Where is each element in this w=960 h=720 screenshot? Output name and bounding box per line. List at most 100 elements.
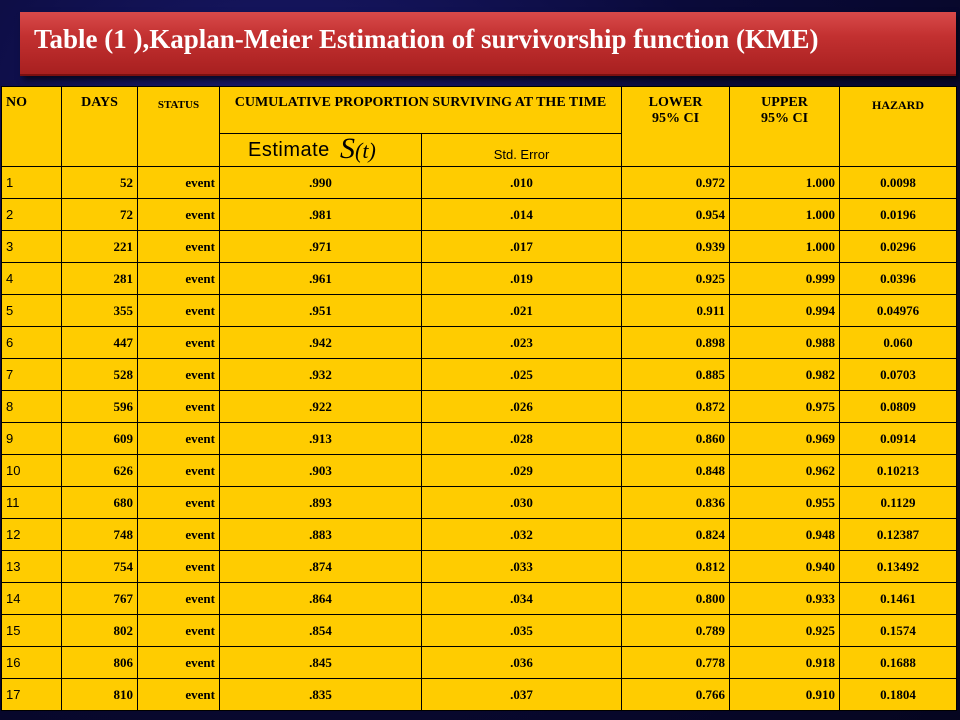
cell-hazard: 0.0098	[839, 166, 957, 199]
subheader-row: Estimate ^S(t) Std. Error	[2, 133, 957, 167]
cell-upper-ci: 0.975	[729, 390, 840, 423]
cell-hazard: 0.13492	[839, 550, 957, 583]
table-row: 4 281 event .961.019 0.925 0.999 0.0396	[1, 262, 957, 295]
cell-std-error: .014	[421, 198, 622, 231]
cell-upper-ci: 0.918	[729, 646, 840, 679]
cell-lower-ci: 0.885	[621, 358, 730, 391]
cell-days: 528	[61, 358, 138, 391]
survival-function-symbol: ^S(t)	[334, 135, 376, 166]
cell-no: 5	[1, 294, 62, 327]
table-row: 5 355 event .951.021 0.911 0.994 0.04976	[1, 294, 957, 327]
cell-lower-ci: 0.848	[621, 454, 730, 487]
cell-upper-ci: 0.910	[729, 678, 840, 711]
table-row: 3 221 event .971.017 0.939 1.000 0.0296	[1, 230, 957, 263]
cell-upper-ci: 0.955	[729, 486, 840, 519]
header-lower-ci: LOWER 95% CI	[621, 86, 730, 167]
cell-std-error: .037	[421, 678, 622, 711]
cell-lower-ci: 0.789	[621, 614, 730, 647]
cell-hazard: 0.1129	[839, 486, 957, 519]
cell-days: 802	[61, 614, 138, 647]
cell-estimate: .883	[219, 518, 422, 551]
cell-lower-ci: 0.824	[621, 518, 730, 551]
cell-lower-ci: 0.925	[621, 262, 730, 295]
cell-hazard: 0.12387	[839, 518, 957, 551]
table-row: 11 680 event .893.030 0.836 0.955 0.1129	[1, 486, 957, 519]
table-row: 17 810 event .835.037 0.766 0.910 0.1804	[1, 678, 957, 711]
cell-no: 1	[1, 166, 62, 199]
table-row: 9 609 event .913.028 0.860 0.969 0.0914	[1, 422, 957, 455]
cell-no: 8	[1, 390, 62, 423]
cell-days: 748	[61, 518, 138, 551]
table-row: 12 748 event .883.032 0.824 0.948 0.12387	[1, 518, 957, 551]
cell-upper-ci: 0.940	[729, 550, 840, 583]
table-row: 1 52 event .990.010 0.972 1.000 0.0098	[1, 166, 957, 199]
cell-std-error: .010	[421, 166, 622, 199]
cell-status: event	[137, 198, 220, 231]
cell-hazard: 0.0196	[839, 198, 957, 231]
cell-hazard: 0.1804	[839, 678, 957, 711]
header-status: STATUS	[137, 86, 220, 167]
cell-days: 680	[61, 486, 138, 519]
table-row: 16 806 event .845.036 0.778 0.918 0.1688	[1, 646, 957, 679]
cell-hazard: 0.0296	[839, 230, 957, 263]
header-std-error: Std. Error	[421, 133, 622, 167]
cell-no: 12	[1, 518, 62, 551]
page-title: Table (1 ),Kaplan-Meier Estimation of su…	[34, 24, 819, 54]
cell-std-error: .025	[421, 358, 622, 391]
table-row: 10 626 event .903.029 0.848 0.962 0.10213	[1, 454, 957, 487]
cell-estimate: .854	[219, 614, 422, 647]
cell-status: event	[137, 550, 220, 583]
cell-upper-ci: 0.969	[729, 422, 840, 455]
cell-lower-ci: 0.766	[621, 678, 730, 711]
cell-std-error: .028	[421, 422, 622, 455]
cell-lower-ci: 0.860	[621, 422, 730, 455]
header-days: DAYS	[61, 86, 138, 167]
cell-lower-ci: 0.898	[621, 326, 730, 359]
cell-status: event	[137, 486, 220, 519]
cell-hazard: 0.0703	[839, 358, 957, 391]
cell-lower-ci: 0.911	[621, 294, 730, 327]
cell-status: event	[137, 390, 220, 423]
cell-status: event	[137, 678, 220, 711]
cell-estimate: .845	[219, 646, 422, 679]
cell-days: 596	[61, 390, 138, 423]
cell-estimate: .835	[219, 678, 422, 711]
cell-std-error: .034	[421, 582, 622, 615]
cell-days: 447	[61, 326, 138, 359]
cell-no: 2	[1, 198, 62, 231]
cell-no: 13	[1, 550, 62, 583]
cell-hazard: 0.060	[839, 326, 957, 359]
cell-std-error: .032	[421, 518, 622, 551]
cell-upper-ci: 0.933	[729, 582, 840, 615]
kme-table: NO DAYS STATUS CUMULATIVE PROPORTION SUR…	[1, 86, 957, 711]
cell-std-error: .023	[421, 326, 622, 359]
cell-upper-ci: 0.982	[729, 358, 840, 391]
cell-estimate: .922	[219, 390, 422, 423]
cell-estimate: .942	[219, 326, 422, 359]
table-row: 2 72 event .981.014 0.954 1.000 0.0196	[1, 198, 957, 231]
cell-upper-ci: 0.994	[729, 294, 840, 327]
cell-estimate: .903	[219, 454, 422, 487]
cell-estimate: .874	[219, 550, 422, 583]
cell-status: event	[137, 646, 220, 679]
cell-no: 6	[1, 326, 62, 359]
cell-hazard: 0.1574	[839, 614, 957, 647]
cell-days: 626	[61, 454, 138, 487]
cell-std-error: .033	[421, 550, 622, 583]
cell-days: 806	[61, 646, 138, 679]
cell-std-error: .029	[421, 454, 622, 487]
cell-hazard: 0.1461	[839, 582, 957, 615]
cell-days: 281	[61, 262, 138, 295]
cell-status: event	[137, 454, 220, 487]
cell-hazard: 0.0914	[839, 422, 957, 455]
cell-status: event	[137, 326, 220, 359]
header-no: NO	[1, 86, 62, 167]
table-row: 14 767 event .864.034 0.800 0.933 0.1461	[1, 582, 957, 615]
cell-no: 4	[1, 262, 62, 295]
header-estimate: Estimate ^S(t)	[219, 133, 422, 167]
cell-no: 3	[1, 230, 62, 263]
cell-std-error: .017	[421, 230, 622, 263]
cell-std-error: .026	[421, 390, 622, 423]
cell-status: event	[137, 166, 220, 199]
cell-upper-ci: 1.000	[729, 198, 840, 231]
